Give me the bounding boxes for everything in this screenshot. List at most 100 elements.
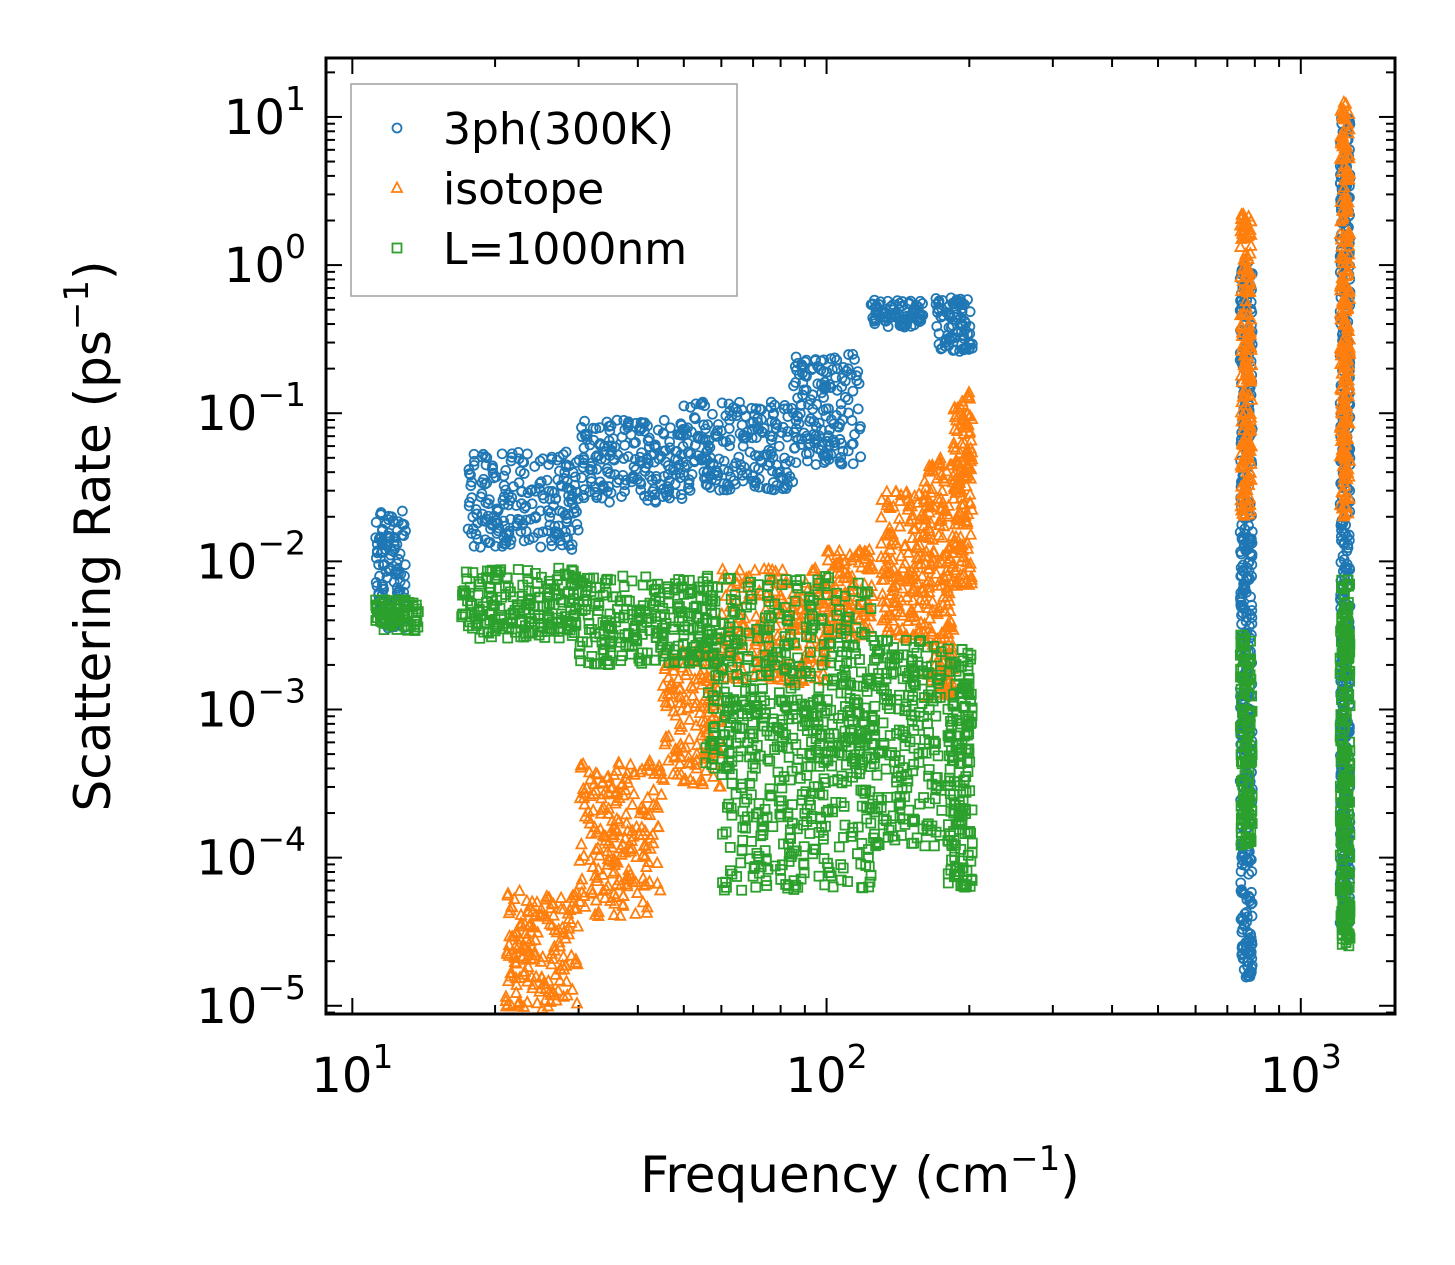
data-point: [504, 899, 518, 912]
data-point: [769, 744, 781, 755]
data-point: [519, 502, 530, 514]
data-point: [541, 625, 553, 637]
data-point: [639, 859, 653, 872]
data-point: [602, 466, 614, 478]
data-point: [733, 562, 747, 576]
data-point: [534, 902, 548, 915]
data-point: [1246, 866, 1258, 877]
data-point: [1237, 602, 1249, 614]
data-point: [880, 484, 894, 497]
data-point: [908, 488, 922, 502]
data-point: [567, 490, 579, 502]
data-point: [619, 479, 631, 491]
data-point: [647, 782, 661, 796]
data-point: [636, 894, 650, 908]
data-point: [661, 670, 675, 683]
data-point: [661, 583, 673, 595]
data-point: [1338, 499, 1352, 512]
data-point: [577, 888, 591, 901]
data-point: [602, 801, 616, 814]
data-point: [822, 674, 833, 686]
data-point: [602, 440, 614, 452]
data-point: [472, 589, 484, 601]
data-point: [821, 367, 832, 378]
data-point: [590, 582, 602, 594]
data-point: [1233, 239, 1247, 252]
data-point: [583, 772, 597, 785]
data-point: [536, 571, 547, 583]
data-point: [1342, 225, 1356, 238]
data-point: [883, 542, 897, 555]
data-point: [745, 599, 757, 611]
data-point: [857, 882, 869, 894]
data-point: [919, 529, 933, 542]
data-point: [1240, 853, 1252, 865]
data-point: [897, 296, 908, 307]
data-point: [556, 949, 570, 962]
data-point: [716, 742, 728, 753]
data-point: [610, 824, 624, 837]
data-point: [469, 455, 480, 467]
data-point: [610, 763, 624, 776]
data-point: [544, 598, 556, 609]
data-point: [650, 595, 661, 607]
data-point: [1240, 496, 1254, 510]
data-point: [695, 592, 707, 603]
data-point: [907, 560, 921, 573]
data-point: [954, 345, 965, 357]
data-point: [577, 848, 591, 861]
data-point: [498, 470, 510, 482]
data-point: [1342, 147, 1356, 161]
data-point: [556, 616, 567, 628]
data-point: [706, 628, 718, 640]
data-point: [1336, 524, 1347, 536]
data-point: [792, 357, 804, 369]
data-point: [879, 528, 892, 541]
data-point: [558, 473, 570, 484]
data-point: [511, 517, 523, 529]
data-point: [616, 491, 627, 503]
data-point: [724, 440, 735, 452]
data-point: [700, 658, 712, 669]
data-point: [1335, 164, 1349, 177]
data-point: [496, 448, 508, 460]
data-point: [958, 510, 972, 523]
data-point: [1336, 509, 1350, 522]
data-point: [478, 473, 489, 485]
data-point: [847, 385, 859, 397]
data-point: [828, 437, 840, 448]
data-point: [961, 390, 975, 403]
data-point: [707, 722, 719, 734]
data-point: [837, 445, 849, 457]
data-point: [781, 473, 793, 484]
data-point: [637, 801, 650, 815]
data-point: [596, 883, 610, 896]
data-point: [581, 804, 595, 817]
data-point: [512, 513, 524, 525]
data-point: [544, 994, 558, 1007]
data-point: [572, 524, 584, 536]
data-point: [574, 760, 588, 773]
data-point: [636, 847, 650, 861]
data-point: [917, 298, 928, 309]
data-point: [700, 423, 711, 435]
data-point: [763, 655, 775, 667]
data-point: [820, 455, 832, 467]
data-point: [1235, 877, 1247, 889]
data-point: [911, 541, 925, 554]
data-point: [650, 798, 664, 811]
data-point: [518, 964, 532, 977]
data-point: [800, 666, 811, 677]
data-point: [542, 583, 554, 595]
data-point: [573, 587, 585, 599]
data-point: [757, 427, 768, 438]
data-point: [961, 535, 975, 549]
data-point: [780, 483, 792, 494]
data-point: [471, 508, 483, 520]
data-point: [659, 694, 673, 708]
data-point: [506, 448, 518, 460]
data-point: [802, 455, 813, 467]
data-point: [813, 577, 824, 589]
data-point: [849, 641, 860, 653]
data-point: [373, 533, 385, 544]
